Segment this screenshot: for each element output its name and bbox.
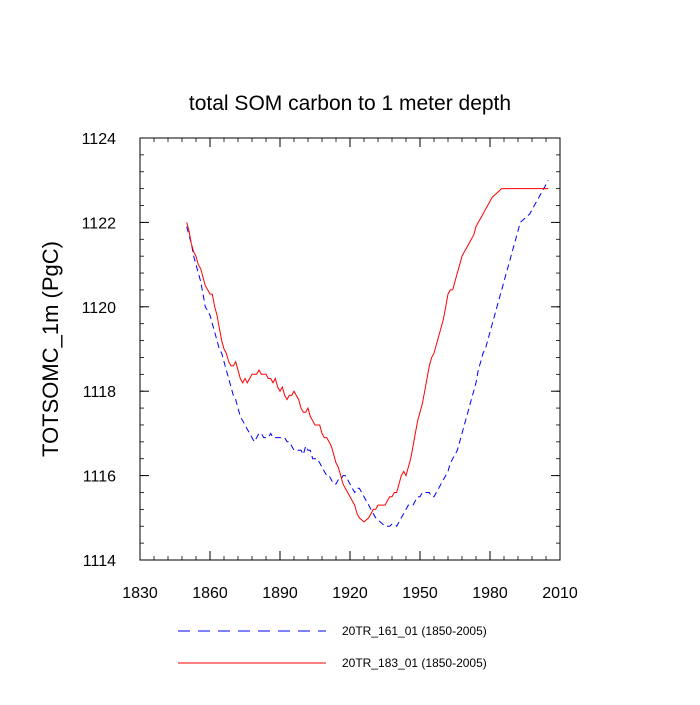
series-line-2	[186, 188, 549, 523]
x-tick-label: 1830	[122, 585, 158, 602]
y-tick-label: 1120	[82, 300, 117, 317]
y-tick-label: 1124	[82, 131, 117, 148]
y-tick-label: 1116	[83, 469, 116, 486]
y-axis-label: TOTSOMC_1m (PgC)	[38, 241, 63, 457]
legend-label-2: 20TR_183_01 (1850-2005)	[342, 656, 487, 670]
series-line-1	[186, 179, 549, 527]
chart-title: total SOM carbon to 1 meter depth	[189, 92, 511, 115]
legend: 20TR_161_01 (1850-2005) 20TR_183_01 (1850…	[178, 624, 487, 670]
x-tick-label: 1980	[472, 585, 508, 602]
x-tick-label: 2010	[542, 585, 578, 602]
legend-label-1: 20TR_161_01 (1850-2005)	[342, 624, 487, 638]
y-tick-label: 1122	[82, 215, 117, 232]
plot-area: 1830 1860 1890 1920 1950 1980 2010 1114 1116 1118…	[82, 131, 578, 602]
x-tick-label: 1950	[402, 585, 438, 602]
x-tick-label: 1920	[332, 585, 368, 602]
y-tick-label: 1118	[83, 384, 116, 401]
y-tick-label: 1114	[83, 553, 116, 570]
x-tick-label: 1890	[262, 585, 298, 602]
x-tick-label: 1860	[192, 585, 228, 602]
